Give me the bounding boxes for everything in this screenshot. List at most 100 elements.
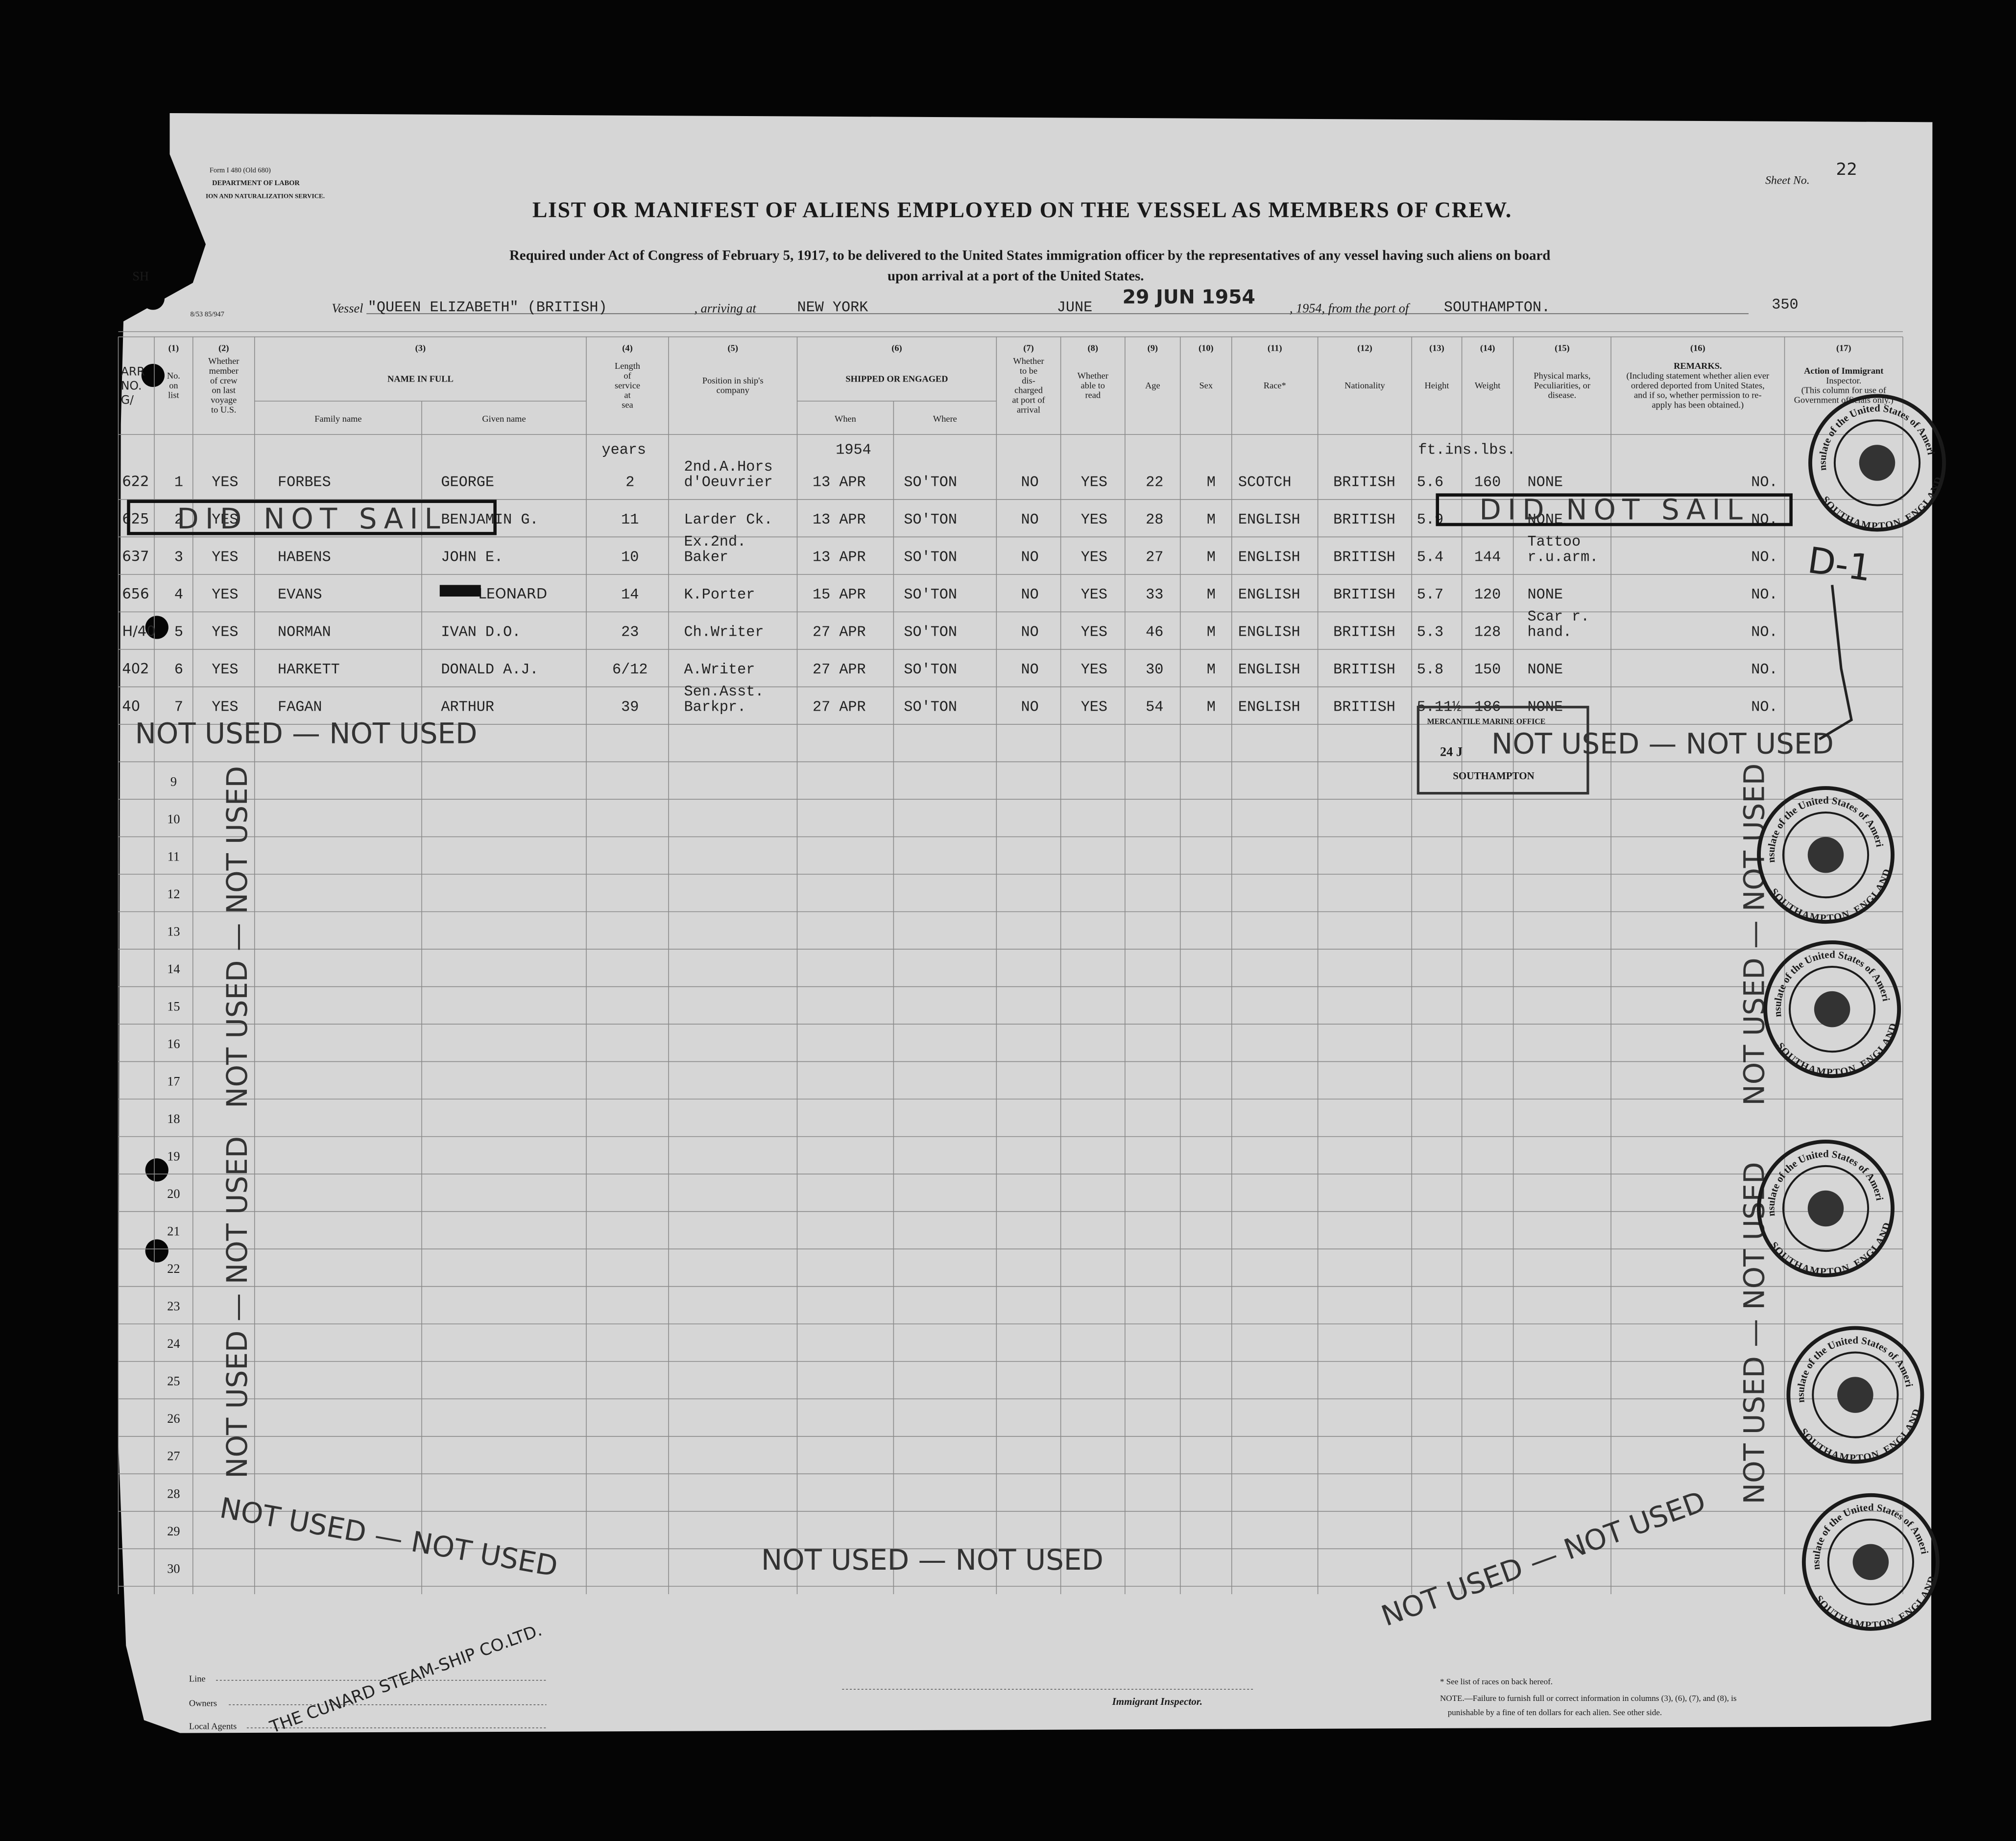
cell-when: 13 APR xyxy=(813,474,866,491)
column-label: read xyxy=(1085,390,1101,400)
column-label: of xyxy=(624,371,631,381)
arr-header: ARR xyxy=(121,365,145,379)
cell-arr: 637 xyxy=(122,548,149,564)
cell-discharged: NO xyxy=(1021,549,1039,566)
cell-weight: 150 xyxy=(1474,662,1501,678)
cell-no: 5 xyxy=(174,624,183,641)
cell-discharged: NO xyxy=(1021,662,1039,678)
cell-family: HABENS xyxy=(278,549,331,566)
office-stamp: 24 J xyxy=(1440,745,1463,759)
cell-nationality: BRITISH xyxy=(1333,624,1395,641)
cell-family: FAGAN xyxy=(278,699,322,716)
handwritten-note: D-1 xyxy=(1805,540,1874,590)
column-label: at port of xyxy=(1012,395,1045,405)
service: ION AND NATURALIZATION SERVICE. xyxy=(206,192,325,199)
office-stamp-box xyxy=(1416,706,1589,795)
cell-action: NO. xyxy=(1751,474,1777,491)
did-not-sail-box xyxy=(1436,493,1793,526)
not-used-stamp: NOT USED — NOT USED xyxy=(1738,764,1771,1106)
cell-service: 23 xyxy=(621,624,639,641)
row-number: 9 xyxy=(170,774,177,789)
did-not-sail-box xyxy=(127,500,497,535)
cell-where: SO'TON xyxy=(904,512,957,528)
redaction xyxy=(439,585,481,597)
column-number: (2) xyxy=(218,343,229,354)
cell-race: ENGLISH xyxy=(1238,624,1300,641)
cell-sex: M xyxy=(1207,699,1216,716)
cell-when: 13 APR xyxy=(813,549,866,566)
row-number: 17 xyxy=(167,1075,180,1089)
cell-race: ENGLISH xyxy=(1238,587,1300,603)
cell-when: 27 APR xyxy=(813,699,866,716)
cell-position: 2nd.A.Hors xyxy=(684,459,773,476)
row-number: 18 xyxy=(167,1112,180,1126)
row-number: 13 xyxy=(167,924,180,938)
cell-arr: 40 xyxy=(122,697,140,714)
cell-marks: Scar r. xyxy=(1528,609,1590,625)
seal-emblem xyxy=(1837,1377,1873,1413)
cell-age: 54 xyxy=(1146,699,1163,716)
unit-label: ft.ins.lbs. xyxy=(1418,442,1515,459)
column-number: (9) xyxy=(1148,343,1158,354)
cell-height: 5.6 xyxy=(1417,474,1443,491)
cell-nationality: BRITISH xyxy=(1333,474,1395,491)
column-label: at xyxy=(624,390,630,400)
column-number: (1) xyxy=(168,343,179,354)
month: JUNE xyxy=(1057,299,1092,316)
seal-emblem xyxy=(1807,1190,1844,1227)
cell-read: YES xyxy=(1081,699,1107,716)
cell-nationality: BRITISH xyxy=(1333,699,1395,716)
row-number: 15 xyxy=(167,1000,180,1014)
column-number: (10) xyxy=(1199,343,1214,354)
cell-service: 6/12 xyxy=(612,662,648,678)
column-number: (16) xyxy=(1690,343,1705,354)
column-number: (14) xyxy=(1480,343,1495,354)
column-number: (7) xyxy=(1023,343,1033,354)
punch-holes xyxy=(141,287,168,1263)
office-stamp: MERCANTILE MARINE OFFICE xyxy=(1427,717,1546,726)
cell-position: Larder Ck. xyxy=(684,512,773,528)
cell-position: A.Writer xyxy=(684,662,755,678)
cell-arr: 656 xyxy=(122,585,149,602)
column-label: Length xyxy=(615,361,640,371)
cell-read: YES xyxy=(1081,474,1107,491)
column-label: list xyxy=(168,390,179,400)
seal-ring xyxy=(1786,1326,1924,1464)
row-number: 22 xyxy=(167,1262,180,1276)
cell-crew: YES xyxy=(212,587,238,603)
column-sublabel: Family name xyxy=(314,414,361,424)
unit-label: years xyxy=(602,442,647,459)
cell-marks: NONE xyxy=(1528,474,1563,491)
cell-discharged: NO xyxy=(1021,512,1039,528)
cell-where: SO'TON xyxy=(904,549,957,566)
cell-given: DONALD A.J. xyxy=(441,662,538,678)
vessel-label: Vessel xyxy=(332,301,363,315)
cell-action: NO. xyxy=(1751,699,1777,716)
seal-ring xyxy=(1812,1351,1899,1438)
sheet-number: 22 xyxy=(1836,160,1857,179)
note: NOTE.—Failure to furnish full or correct… xyxy=(1440,1694,1737,1703)
column-number: (6) xyxy=(891,343,902,354)
cell-service: 14 xyxy=(621,587,639,603)
column-sublabel: Given name xyxy=(482,414,526,424)
code: SH xyxy=(132,269,149,283)
row-number: 10 xyxy=(167,812,180,826)
row-number: 16 xyxy=(167,1037,180,1051)
cell-crew: YES xyxy=(212,549,238,566)
arr-header: NO. xyxy=(121,379,142,392)
unit-label: 1954 xyxy=(836,442,871,459)
cell-discharged: NO xyxy=(1021,699,1039,716)
row-number: 26 xyxy=(167,1411,180,1426)
manifest-number: 350 xyxy=(1772,297,1798,313)
cell-weight: 160 xyxy=(1474,474,1501,491)
cell-family: NORMAN xyxy=(278,624,331,641)
cell-read: YES xyxy=(1081,624,1107,641)
column-label: company xyxy=(717,385,750,395)
cell-no: 6 xyxy=(174,662,183,678)
cell-weight: 120 xyxy=(1474,587,1501,603)
column-label: SHIPPED OR ENGAGED xyxy=(845,374,948,384)
column-label: (This column for use of xyxy=(1801,385,1887,396)
column-label: Height xyxy=(1424,381,1449,390)
